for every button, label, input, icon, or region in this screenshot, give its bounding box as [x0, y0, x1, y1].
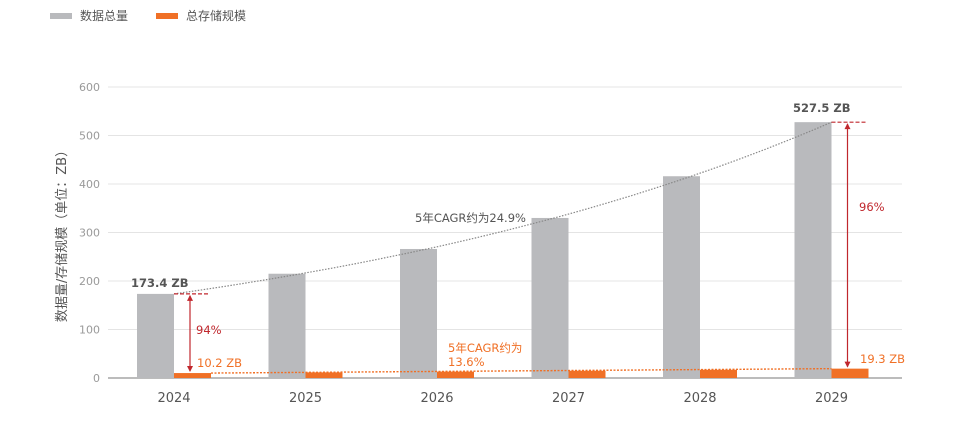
trend-lines: [173, 121, 868, 374]
y-tick-label: 300: [79, 227, 100, 240]
bar-total-2025: [268, 273, 306, 378]
bar-total-2029: [794, 122, 832, 378]
storage-first-label: 10.2 ZB: [197, 356, 242, 370]
bars: [137, 122, 869, 378]
legend-item-storage[interactable]: 总存储规模: [156, 7, 246, 24]
gap-first-arrowhead-up: [187, 294, 193, 301]
y-axis-label: 数据量/存储规模（单位：ZB）: [55, 144, 70, 322]
bar-storage-2026: [437, 371, 474, 378]
gap-last-pct: 96%: [859, 200, 885, 214]
legend-swatch-storage: [156, 12, 179, 19]
x-axis-ticks: 2024 2025 2026 2027 2028 2029: [157, 391, 848, 406]
x-tick-label: 2024: [157, 391, 190, 406]
total-trend-line: [173, 121, 832, 295]
legend-label-storage: 总存储规模: [186, 9, 247, 23]
storage-cagr-line1: 5年CAGR约为: [448, 341, 522, 355]
gap-first-pct: 94%: [196, 323, 222, 337]
bar-storage-2027: [568, 370, 606, 378]
y-tick-label: 200: [79, 275, 100, 288]
bar-storage-2028: [700, 369, 737, 378]
legend-label-total: 数据总量: [80, 9, 129, 23]
storage-trend-line: [210, 367, 832, 374]
bar-storage-2024: [174, 373, 211, 378]
bar-total-2024: [137, 293, 174, 378]
total-first-label: 173.4 ZB: [131, 276, 188, 290]
x-tick-label: 2028: [683, 391, 716, 406]
bar-total-2028: [663, 176, 700, 378]
gridlines: [108, 86, 902, 379]
y-tick-label: 0: [93, 372, 100, 385]
legend-item-total[interactable]: 数据总量: [50, 7, 128, 24]
x-tick-label: 2025: [289, 391, 322, 406]
gap-last-arrowhead-up: [844, 123, 851, 130]
legend-swatch-total: [50, 12, 72, 19]
annotations: 173.4 ZB 527.5 ZB 10.2 ZB 19.3 ZB 94% 96…: [131, 101, 905, 370]
bar-total-2027: [531, 217, 569, 378]
x-tick-label: 2027: [552, 391, 585, 406]
storage-cagr-line2: 13.6%: [448, 355, 485, 369]
gap-last-arrowhead-down: [844, 361, 851, 368]
bar-storage-2025: [305, 372, 343, 378]
y-tick-label: 600: [79, 81, 100, 94]
y-tick-label: 400: [79, 178, 100, 191]
bar-storage-2029: [831, 368, 869, 378]
storage-last-label: 19.3 ZB: [860, 352, 905, 366]
bar-total-2026: [400, 248, 437, 378]
total-last-label: 527.5 ZB: [793, 101, 850, 115]
gap-first-arrowhead-down: [187, 366, 193, 373]
y-tick-label: 100: [79, 324, 100, 337]
x-tick-label: 2026: [420, 391, 453, 406]
total-cagr-label: 5年CAGR约为24.9%: [415, 211, 526, 225]
legend: 数据总量 总存储规模: [50, 7, 246, 24]
x-tick-label: 2029: [815, 391, 848, 406]
y-axis-ticks: 0 100 200 300 400 500 600: [79, 81, 100, 385]
y-tick-label: 500: [79, 130, 100, 143]
